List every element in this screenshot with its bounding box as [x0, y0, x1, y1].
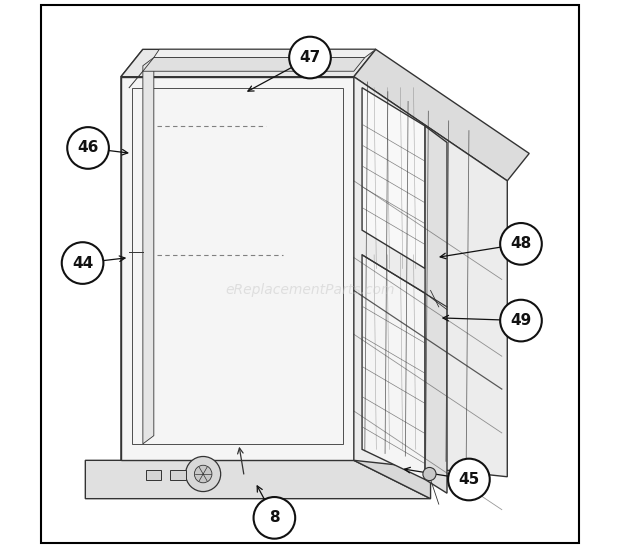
Polygon shape — [354, 433, 430, 499]
Text: 8: 8 — [269, 510, 280, 526]
Circle shape — [67, 127, 109, 169]
Polygon shape — [121, 49, 143, 471]
Circle shape — [500, 223, 542, 265]
Polygon shape — [143, 58, 365, 71]
Text: 45: 45 — [458, 472, 479, 487]
Circle shape — [195, 465, 212, 483]
Circle shape — [448, 459, 490, 500]
Circle shape — [500, 300, 542, 341]
Polygon shape — [86, 460, 430, 499]
Polygon shape — [143, 58, 154, 444]
Circle shape — [62, 242, 104, 284]
Text: 49: 49 — [510, 313, 531, 328]
Polygon shape — [121, 77, 354, 460]
Polygon shape — [354, 49, 529, 181]
Polygon shape — [362, 88, 425, 269]
Text: 46: 46 — [78, 140, 99, 156]
Text: eReplacementParts.com: eReplacementParts.com — [225, 283, 395, 298]
Text: 48: 48 — [510, 236, 531, 252]
Circle shape — [254, 497, 295, 539]
Circle shape — [185, 456, 221, 492]
Bar — [170, 470, 185, 480]
Text: 44: 44 — [72, 255, 93, 271]
Polygon shape — [121, 49, 376, 77]
Circle shape — [423, 467, 436, 481]
Circle shape — [289, 37, 331, 78]
Bar — [146, 470, 161, 480]
Polygon shape — [425, 126, 447, 493]
Polygon shape — [154, 49, 376, 58]
Polygon shape — [362, 255, 425, 480]
Polygon shape — [354, 77, 507, 477]
Text: 47: 47 — [299, 50, 321, 65]
